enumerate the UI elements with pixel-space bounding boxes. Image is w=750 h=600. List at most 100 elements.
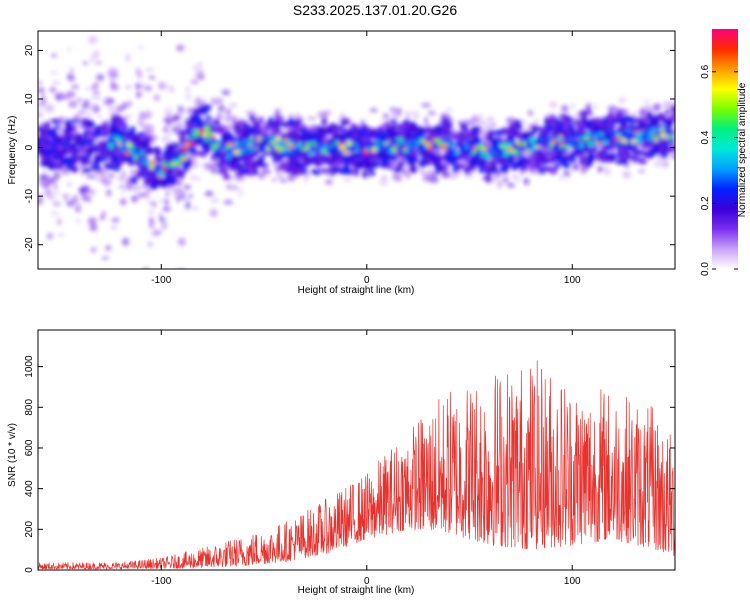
snr-frame <box>37 329 676 571</box>
spectrogram-cell <box>587 141 593 147</box>
spectrogram-cell <box>618 96 626 105</box>
spectrogram-cell <box>81 158 88 167</box>
spectrogram-cell <box>506 182 516 188</box>
spectrogram-cell <box>577 154 585 159</box>
spectrogram-cell <box>142 152 147 157</box>
spectrogram-cell <box>222 171 230 181</box>
spectrogram-cell <box>284 121 291 127</box>
spectrogram-cell <box>613 140 621 145</box>
spectrogram-cell <box>192 129 200 135</box>
spectrogram-cell <box>363 149 369 155</box>
spectrogram-cell <box>579 116 588 124</box>
spectrogram-cell <box>44 121 51 131</box>
spectrogram-cell <box>184 184 191 191</box>
spectrogram-cell <box>466 120 474 126</box>
spectrogram-cell <box>70 119 80 124</box>
spectrogram-cell <box>571 150 579 157</box>
spectrogram-cell <box>86 195 92 203</box>
spectrogram-cell <box>71 84 80 89</box>
spectrogram-cell <box>38 80 42 86</box>
y-tick-label: -20 <box>24 237 35 252</box>
spectrogram-cell <box>249 113 255 121</box>
spectrogram-cell <box>137 118 144 127</box>
spectrogram-cell <box>611 119 618 125</box>
spectrogram-cell <box>396 173 402 183</box>
spectrogram-cell <box>441 172 451 177</box>
spectrogram-cell <box>499 166 508 173</box>
spectrogram-cell <box>489 123 496 128</box>
spectrogram-cell <box>503 144 509 150</box>
spectrogram-cell <box>135 174 142 179</box>
spectrogram-cell <box>75 219 81 224</box>
spectrogram-cell <box>547 156 557 164</box>
spectrogram-cell <box>648 127 653 135</box>
spectrogram-cell <box>87 217 97 226</box>
spectrogram-cell <box>431 145 436 152</box>
spectrogram-cell <box>271 177 278 182</box>
spectrogram-cell <box>562 169 571 177</box>
spectrogram-cell <box>665 147 673 153</box>
spectrogram-cell <box>307 116 316 121</box>
spectrogram-cell <box>315 139 322 146</box>
spectrogram-cell <box>491 169 499 174</box>
spectrogram-cell <box>55 150 65 156</box>
spectrogram-cell <box>664 109 671 114</box>
spectrogram-cell <box>96 177 102 182</box>
spectrogram-cell <box>130 176 138 184</box>
spectrogram-cell <box>101 256 109 260</box>
spectrogram-cell <box>283 147 289 152</box>
spectrogram-cell <box>38 100 44 109</box>
spectrogram-cell <box>497 179 503 189</box>
spectrogram-cell <box>113 135 120 140</box>
spectrogram-cell <box>89 224 98 232</box>
spectrogram-cell <box>152 202 157 208</box>
spectrogram-cell <box>558 174 565 182</box>
spectrogram-cell <box>225 114 231 124</box>
spectrogram-cell <box>621 115 631 124</box>
spectrogram-cell <box>446 122 453 129</box>
spectrogram-cell <box>362 169 368 179</box>
spectrogram-cell <box>62 166 68 172</box>
spectrogram-cell <box>602 124 609 133</box>
spectrogram-cell <box>552 119 558 129</box>
spectrogram-cell <box>53 171 61 180</box>
spectrogram-cell <box>174 189 182 193</box>
spectrogram-cell <box>52 154 61 161</box>
spectrogram-cell <box>159 81 169 91</box>
spectrogram-cell <box>439 143 446 149</box>
spectrogram-cell <box>506 135 515 144</box>
spectrogram-cell <box>492 151 497 156</box>
colorbar-tick-label: 0.4 <box>700 130 711 144</box>
spectrogram-cell <box>179 191 187 200</box>
spectrogram-cell <box>112 155 120 162</box>
spectrogram-cell <box>655 104 661 109</box>
spectrogram-cell <box>615 159 623 165</box>
spectrogram-cell <box>61 193 71 199</box>
spectrogram-cell <box>140 184 147 189</box>
spectrogram-cell <box>312 168 322 176</box>
spectrogram-cell <box>130 168 138 177</box>
spectrogram-cell <box>237 162 244 172</box>
spectrogram-cell <box>136 70 143 80</box>
spectrogram-cell <box>598 150 604 155</box>
spectrogram-cell <box>252 167 259 176</box>
spectrogram-cell <box>165 191 170 196</box>
colorbar-ticks: 0.0 0.2 0.4 0.6 <box>700 64 738 276</box>
spectrogram-cell <box>219 98 225 103</box>
spectrogram-cell <box>185 87 191 92</box>
spectrogram-cell <box>378 180 389 186</box>
spectrogram-cell <box>642 99 652 103</box>
spectrogram-cell <box>186 147 191 152</box>
spectrogram-cell <box>281 143 287 148</box>
spectrogram-cell <box>478 120 488 125</box>
spectrogram-cell <box>348 147 356 152</box>
spectrogram-cell <box>511 131 520 138</box>
spectrogram-cell <box>639 107 645 115</box>
spectrogram-cell <box>46 232 54 240</box>
spectrogram-cell <box>476 161 484 168</box>
spectrogram-cell <box>168 85 175 93</box>
spectrogram-cell <box>405 170 411 180</box>
spectrogram-cell <box>328 148 334 155</box>
spectrogram-cell <box>258 116 264 125</box>
spectrogram-cell <box>369 142 374 148</box>
